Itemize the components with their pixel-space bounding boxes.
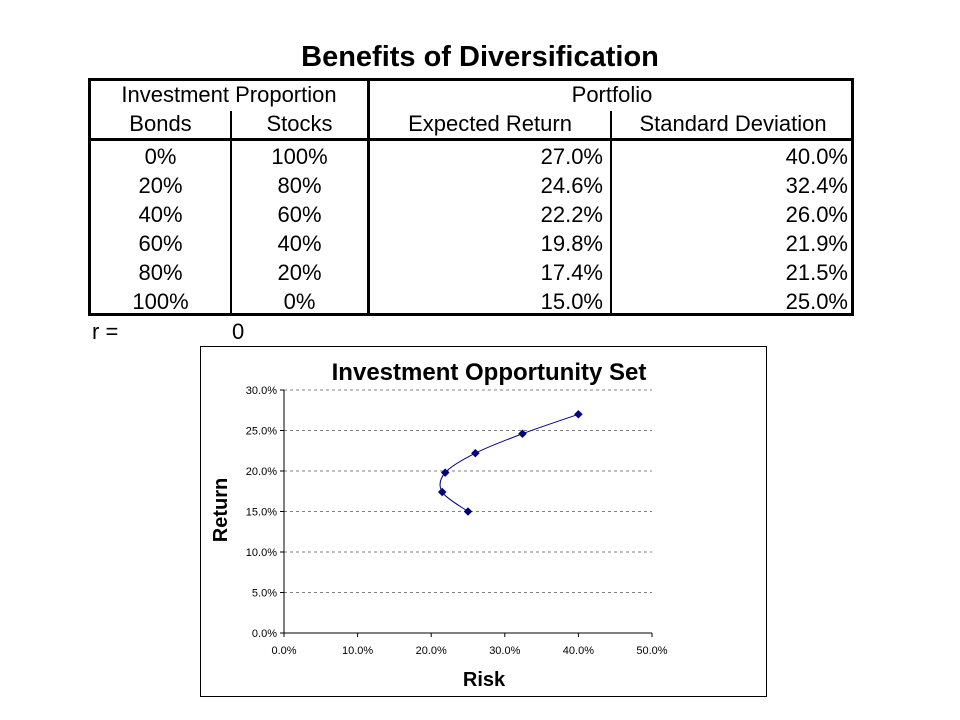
cell-standard-deviation: 21.5% <box>785 260 848 285</box>
series-line <box>439 413 579 512</box>
y-axis-label: Return <box>210 478 232 542</box>
data-point <box>437 487 447 497</box>
y-tick-label: 15.0% <box>246 507 277 519</box>
x-tick-label: 40.0% <box>563 645 594 657</box>
cell-bonds: 60% <box>138 231 183 256</box>
data-point <box>518 429 527 439</box>
cell-bonds: 20% <box>138 173 183 198</box>
series-points <box>437 409 583 516</box>
correlation-value: 0 <box>232 319 245 344</box>
cell-expected-return: 24.6% <box>540 173 603 198</box>
cell-standard-deviation: 40.0% <box>785 144 848 169</box>
x-axis-label: Risk <box>463 669 506 691</box>
opportunity-set-chart: Investment Opportunity Set 0.0% 5.0% 10.0%… <box>210 359 668 691</box>
y-tick-label: 20.0% <box>246 466 277 478</box>
data-point <box>471 448 480 458</box>
diversification-table: Investment Proportion Portfolio Bonds St… <box>88 78 854 316</box>
column-header-standard-deviation: Standard Deviation <box>639 111 827 136</box>
cell-stocks: 20% <box>277 260 322 285</box>
cell-stocks: 80% <box>277 173 322 198</box>
x-tick-label: 20.0% <box>416 645 447 657</box>
chart-area: Investment Opportunity Set 0.0% 5.0% 10.0%… <box>200 346 767 697</box>
data-point <box>440 468 450 477</box>
data-point <box>574 409 583 419</box>
column-header-expected-return: Expected Return <box>408 111 572 136</box>
y-tick-label: 5.0% <box>252 588 277 600</box>
cell-bonds: 0% <box>144 144 177 169</box>
cell-bonds: 40% <box>138 202 183 227</box>
bonds-stocks-divider <box>230 111 232 313</box>
data-point <box>463 507 473 516</box>
cell-bonds: 80% <box>138 260 183 285</box>
cell-stocks: 0% <box>283 289 316 314</box>
cell-stocks: 100% <box>271 144 328 169</box>
chart-gridlines <box>284 389 652 593</box>
x-tick-label: 50.0% <box>636 645 667 657</box>
x-tick-label: 30.0% <box>489 645 520 657</box>
cell-expected-return: 15.0% <box>540 289 603 314</box>
cell-expected-return: 27.0% <box>540 144 603 169</box>
correlation-label: r = <box>92 319 119 344</box>
return-stdev-divider <box>610 111 612 313</box>
cell-standard-deviation: 21.9% <box>785 231 848 256</box>
x-axis-ticks: 0.0% 10.0% 20.0% 30.0% 40.0% 50.0% <box>271 633 668 657</box>
group-header-portfolio: Portfolio <box>571 82 653 107</box>
group-header-investment-proportion: Investment Proportion <box>121 82 337 107</box>
cell-standard-deviation: 25.0% <box>785 289 848 314</box>
column-header-bonds: Bonds <box>129 111 192 136</box>
cell-expected-return: 17.4% <box>540 260 603 285</box>
cell-expected-return: 19.8% <box>540 231 603 256</box>
x-tick-label: 10.0% <box>342 645 373 657</box>
y-tick-label: 10.0% <box>246 547 277 559</box>
chart-title: Investment Opportunity Set <box>332 359 647 386</box>
cell-expected-return: 22.2% <box>540 202 603 227</box>
y-tick-label: 25.0% <box>246 426 277 438</box>
cell-stocks: 40% <box>277 231 322 256</box>
y-tick-label: 0.0% <box>252 628 277 640</box>
cell-stocks: 60% <box>277 202 322 227</box>
header-divider <box>91 138 851 141</box>
cell-bonds: 100% <box>132 289 189 314</box>
table-column-divider <box>367 81 370 313</box>
cell-standard-deviation: 26.0% <box>785 202 848 227</box>
y-axis-ticks: 0.0% 5.0% 10.0% 15.0% 20.0% 25.0% 30.0% <box>246 385 284 640</box>
page-title: Benefits of Diversification <box>301 41 659 73</box>
cell-standard-deviation: 32.4% <box>785 173 848 198</box>
y-tick-label: 30.0% <box>246 385 277 397</box>
x-tick-label: 0.0% <box>271 645 296 657</box>
column-header-stocks: Stocks <box>266 111 333 136</box>
